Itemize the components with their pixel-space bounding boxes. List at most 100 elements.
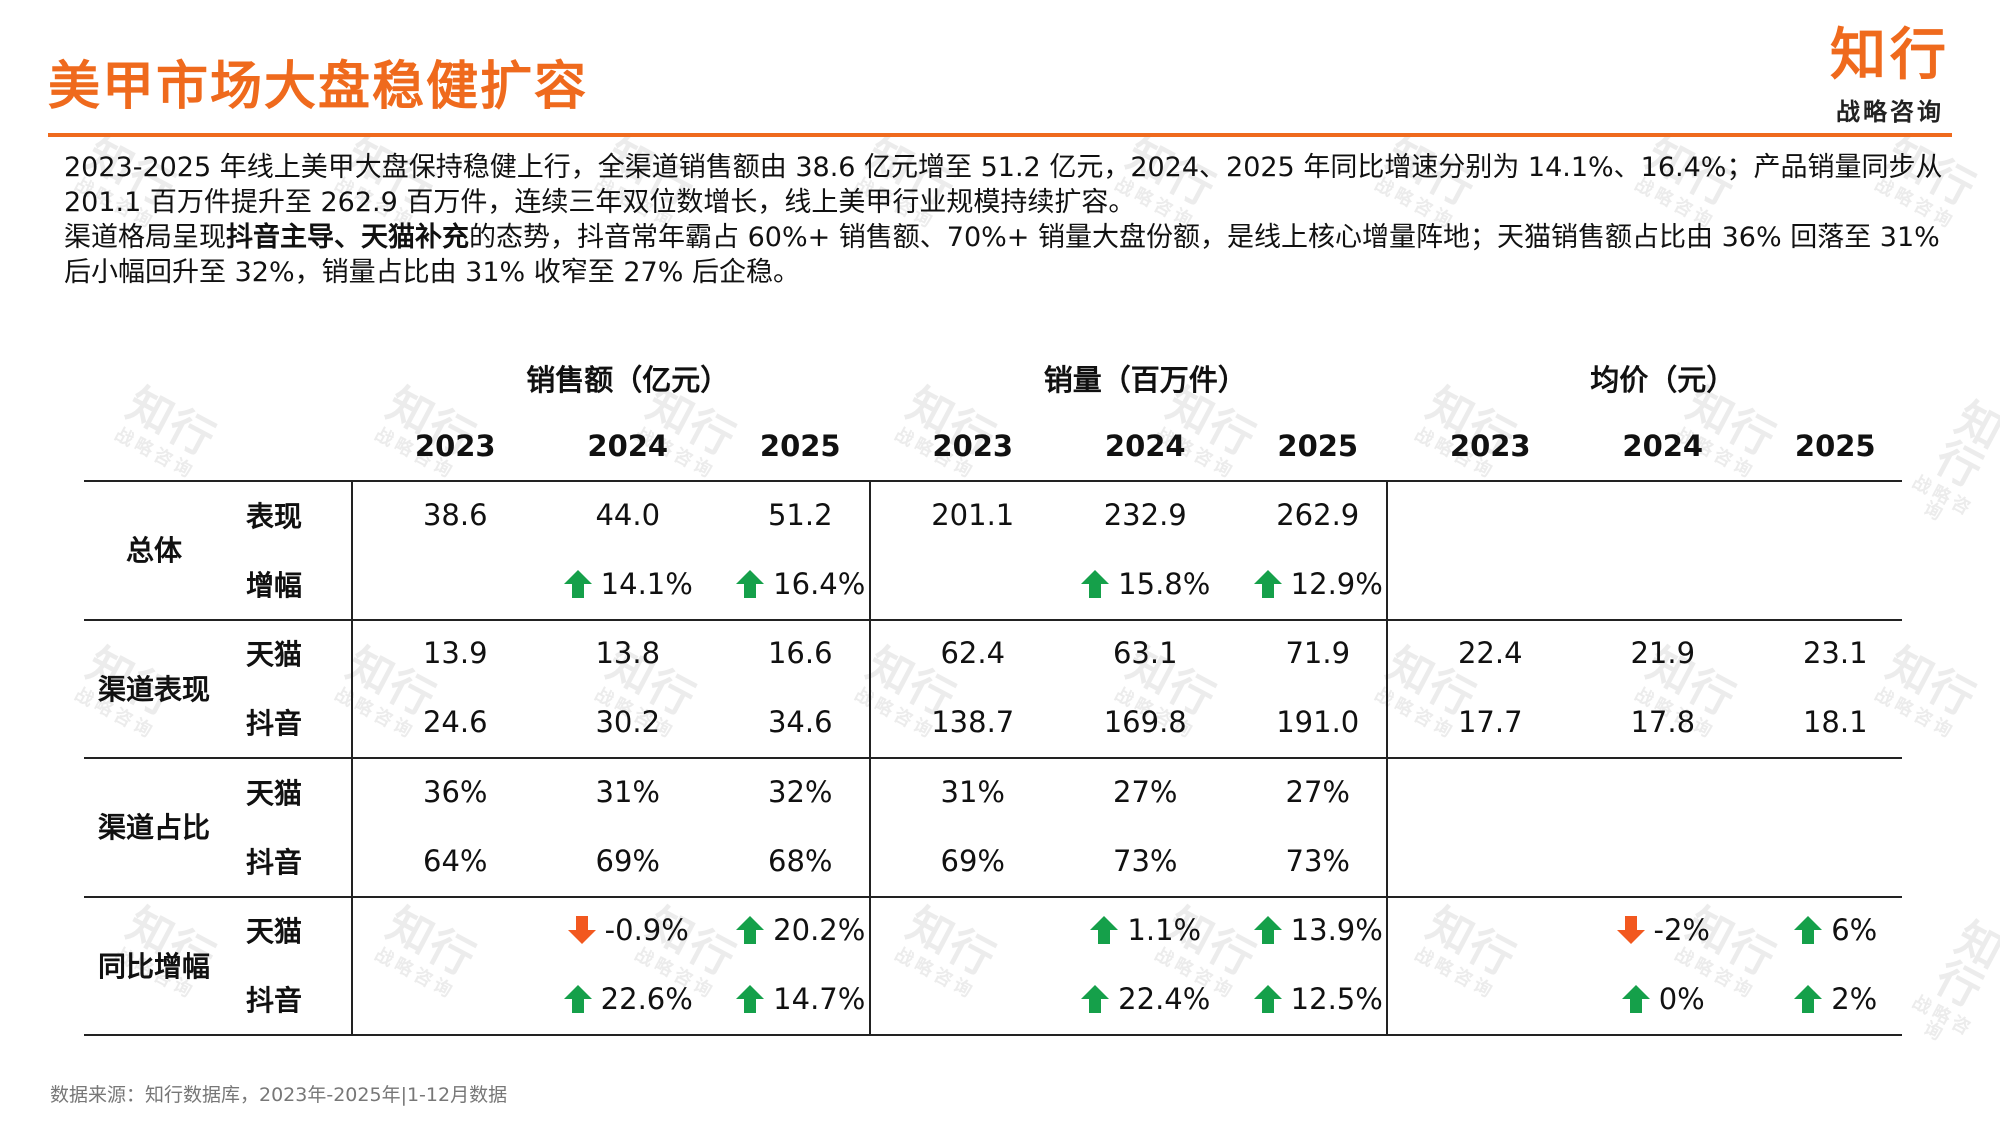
cell-value: 62.4 (940, 636, 1006, 671)
cell-value: 2% (1831, 982, 1878, 1017)
row-sub-label: 抖音 (245, 845, 302, 879)
table-rule (84, 480, 1902, 482)
arrow-up-icon (1621, 985, 1650, 1014)
summary-text: 2023-2025 年线上美甲大盘保持稳健上行，全渠道销售额由 38.6 亿元增… (64, 150, 1944, 290)
table-cell: 32% (714, 757, 887, 826)
cell-value: 6% (1831, 913, 1878, 948)
column-divider (868, 480, 871, 1034)
year-header: 2025 (1277, 429, 1359, 463)
table-cell: 201.1 (887, 480, 1060, 549)
arrow-up-icon (1794, 985, 1823, 1014)
table-cell: 27% (1232, 757, 1405, 826)
table-cell: 6% (1749, 896, 1922, 965)
cell-value: 262.9 (1276, 497, 1360, 532)
table-cell: 44.0 (542, 480, 715, 549)
row-group-label: 同比增幅 (97, 949, 210, 983)
year-header: 2023 (414, 429, 496, 463)
cell-value: 201.1 (931, 497, 1015, 532)
table-cell: 62.4 (887, 619, 1060, 688)
table-cell: 12.9% (1232, 549, 1405, 618)
table-cell: 36% (369, 757, 542, 826)
table-cell: 16.6 (714, 619, 887, 688)
row-sub-label: 天猫 (245, 638, 302, 672)
table-cell: 138.7 (887, 688, 1060, 757)
cell-value: 27% (1285, 774, 1350, 809)
table-cell: 64% (369, 826, 542, 895)
cell-value: 16.4% (773, 566, 866, 601)
arrow-up-icon (1794, 916, 1823, 945)
cell-value: 32% (768, 774, 833, 809)
table-rule (84, 757, 1902, 759)
cell-value: 22.4% (1118, 982, 1211, 1017)
arrow-up-icon (1253, 916, 1282, 945)
row-group-label: 总体 (125, 534, 182, 568)
row-sub-label: 抖音 (245, 707, 302, 741)
row-sub-label: 天猫 (245, 915, 302, 949)
year-header: 2024 (587, 429, 669, 463)
row-sub-label: 抖音 (245, 984, 302, 1018)
table-cell: 22.6% (542, 965, 715, 1034)
cell-value: 15.8% (1118, 566, 1211, 601)
cell-value: 68% (768, 843, 833, 878)
table-cell: 34.6 (714, 688, 887, 757)
table-cell: 12.5% (1232, 965, 1405, 1034)
cell-value: 138.7 (931, 705, 1015, 740)
row-sub-label: 表现 (245, 499, 302, 533)
table-cell: 13.8 (542, 619, 715, 688)
year-header: 2023 (1449, 429, 1531, 463)
year-header: 2024 (1104, 429, 1186, 463)
title-underline (48, 133, 1952, 137)
arrow-up-icon (1253, 985, 1282, 1014)
arrow-up-icon (563, 569, 592, 598)
cell-value: 14.7% (773, 982, 866, 1017)
table-cell: 71.9 (1232, 619, 1405, 688)
cell-value: 18.1 (1802, 705, 1868, 740)
table-cell: 68% (714, 826, 887, 895)
arrow-down-icon (1616, 916, 1645, 945)
summary-p2-post: 的态势，抖音常年霸占 60%+ 销售额、70%+ 销量大盘份额，是线上核心增量阵… (64, 222, 1940, 288)
cell-value: 0% (1658, 982, 1705, 1017)
cell-value: 23.1 (1802, 636, 1868, 671)
year-header: 2025 (759, 429, 841, 463)
table-cell: 17.7 (1404, 688, 1577, 757)
cell-value: 17.7 (1457, 705, 1523, 740)
table-rule (84, 895, 1902, 898)
table-cell: -2% (1577, 896, 1750, 965)
table-cell: 21.9 (1577, 619, 1750, 688)
cell-value: 13.9 (422, 636, 488, 671)
table-cell: 63.1 (1059, 619, 1232, 688)
cell-value: 51.2 (767, 497, 833, 532)
cell-value: 30.2 (595, 705, 661, 740)
arrow-up-icon (1081, 985, 1110, 1014)
row-group-label: 渠道表现 (97, 672, 210, 706)
cell-value: 21.9 (1630, 636, 1696, 671)
cell-value: 34.6 (767, 705, 833, 740)
cell-value: 31% (595, 774, 660, 809)
table-cell: 73% (1232, 826, 1405, 895)
cell-value: 22.4 (1457, 636, 1523, 671)
summary-p2-pre: 渠道格局呈现 (64, 222, 226, 253)
year-header: 2023 (932, 429, 1014, 463)
cell-value: 12.5% (1290, 982, 1383, 1017)
table-cell: 73% (1059, 826, 1232, 895)
cell-value: 12.9% (1290, 566, 1383, 601)
cell-value: -2% (1653, 913, 1710, 948)
summary-p2-bold: 抖音主导、天猫补充 (226, 222, 469, 253)
table-cell: 16.4% (714, 549, 887, 618)
page-title: 美甲市场大盘稳健扩容 (48, 57, 589, 117)
arrow-up-icon (1081, 569, 1110, 598)
cell-value: 14.1% (600, 566, 693, 601)
table-cell: 232.9 (1059, 480, 1232, 549)
table-cell: 22.4% (1059, 965, 1232, 1034)
table-cell: 13.9% (1232, 896, 1405, 965)
group-header: 销量（百万件） (1043, 363, 1247, 397)
cell-value: 191.0 (1276, 705, 1360, 740)
cell-value: 36% (423, 774, 488, 809)
summary-paragraph-1: 2023-2025 年线上美甲大盘保持稳健上行，全渠道销售额由 38.6 亿元增… (64, 152, 1943, 218)
brand-logo: 知行 战略咨询 (1830, 28, 1950, 127)
table-cell: 23.1 (1749, 619, 1922, 688)
table-cell: 18.1 (1749, 688, 1922, 757)
row-sub-label: 天猫 (245, 776, 302, 810)
table-cell: 0% (1577, 965, 1750, 1034)
table-cell: 2% (1749, 965, 1922, 1034)
